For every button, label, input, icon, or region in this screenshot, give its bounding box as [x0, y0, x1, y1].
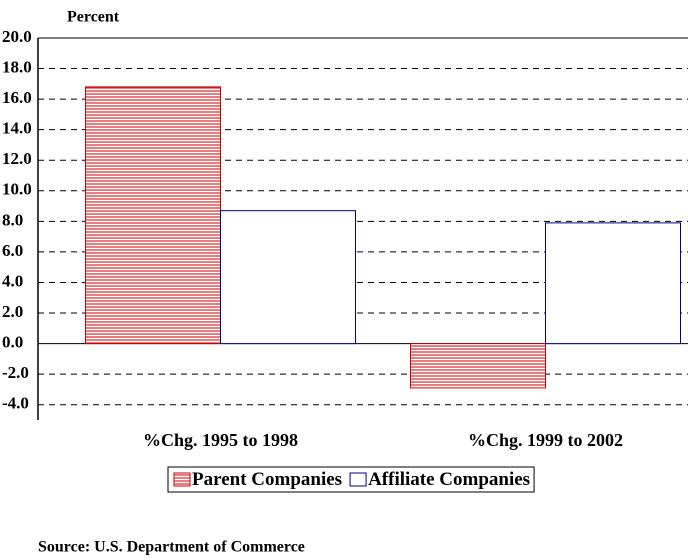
bar — [545, 222, 681, 345]
y-tick-label: -4.0 — [2, 394, 29, 413]
legend-swatch — [173, 472, 191, 487]
source: Source: U.S. Department of Commerce — [38, 539, 305, 556]
y-axis-label: Percent — [67, 9, 120, 26]
y-tick-label: 14.0 — [2, 119, 32, 138]
legend-swatch — [349, 472, 367, 487]
legend-label: Parent Companies — [192, 469, 342, 490]
x-tick-label: %Chg. 1999 to 2002 — [468, 430, 623, 450]
y-tick-label: 12.0 — [2, 149, 32, 168]
y-tick-label: 8.0 — [2, 210, 23, 229]
y-tick-label: -2.0 — [2, 363, 29, 382]
y-tick-label: 6.0 — [2, 241, 23, 260]
legend-label: Affiliate Companies — [368, 469, 530, 490]
y-tick-label: 4.0 — [2, 271, 23, 290]
y-tick-label: 0.0 — [2, 333, 23, 352]
bar — [410, 343, 546, 389]
y-tick-label: 20.0 — [2, 27, 32, 46]
y-tick-label: 18.0 — [2, 57, 32, 76]
bar — [85, 86, 221, 345]
y-tick-label: 10.0 — [2, 180, 32, 199]
y-tick-label: 16.0 — [2, 88, 32, 107]
y-tick-label: 2.0 — [2, 302, 23, 321]
x-tick-label: %Chg. 1995 to 1998 — [143, 430, 298, 450]
bar — [220, 210, 356, 345]
